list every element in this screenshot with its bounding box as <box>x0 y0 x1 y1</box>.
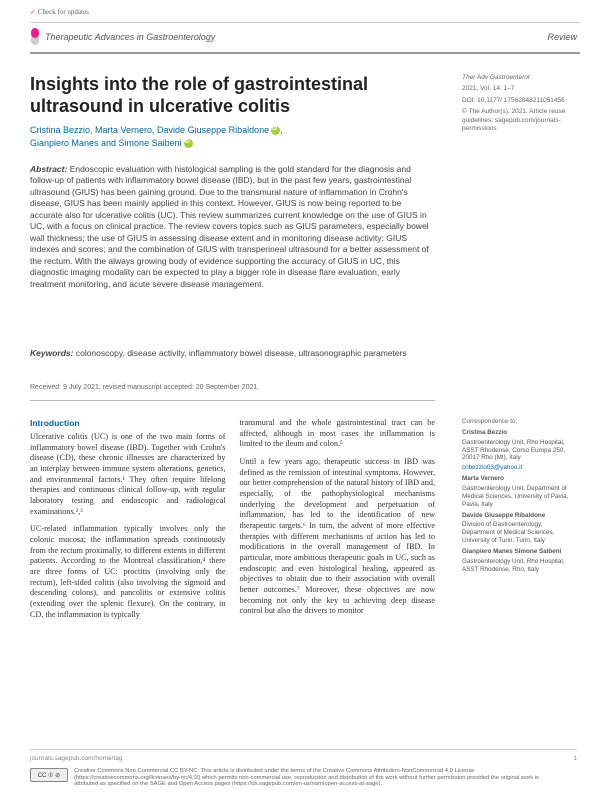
license-block: CC ① ⊘ Creative Commons Non Commercial C… <box>30 768 554 788</box>
article-title: Insights into the role of gastrointestin… <box>30 74 410 117</box>
paragraph: Until a few years ago, therapeutic succe… <box>240 457 436 617</box>
column-left: Introduction Ulcerative colitis (UC) is … <box>30 418 226 627</box>
corr-address: Division of Gastroenterology, Department… <box>462 521 577 545</box>
keywords-label: Keywords: <box>30 348 73 358</box>
received-date: Received: 9 July 2021; revised manuscrip… <box>30 384 259 391</box>
abstract-label: Abstract: <box>30 164 67 174</box>
divider-top <box>30 22 580 23</box>
meta-volume: 2021, Vol. 14: 1–7 <box>462 85 577 93</box>
license-text: Creative Commons Non Commercial CC BY-NC… <box>74 768 554 788</box>
paragraph: transmural and the whole gastrointestina… <box>240 418 436 450</box>
journal-name: Therapeutic Advances in Gastroenterology <box>45 32 215 42</box>
abstract-text: Endoscopic evaluation with histological … <box>30 164 429 289</box>
cc-badge-icon: CC ① ⊘ <box>30 768 68 782</box>
keywords-block: Keywords: colonoscopy, disease activity,… <box>30 348 430 359</box>
paragraph: Ulcerative colitis (UC) is one of the tw… <box>30 432 226 517</box>
corr-address: Gastroenterology Unit, Department of Med… <box>462 485 577 509</box>
divider-footer <box>30 749 577 750</box>
column-right: transmural and the whole gastrointestina… <box>240 418 436 627</box>
meta-copyright: © The Author(s), 2021. Article reuse gui… <box>462 108 577 133</box>
orcid-icon <box>184 139 193 148</box>
abstract-block: Abstract: Endoscopic evaluation with his… <box>30 164 430 290</box>
page-number: 1 <box>573 755 577 762</box>
corr-email: cribezzio03@yahoo.it <box>462 464 577 472</box>
correspondence-header: Correspondence to: <box>462 418 577 426</box>
author-list: Cristina Bezzio, Marta Vernero, Davide G… <box>30 124 410 149</box>
paragraph: UC-related inflammation typically involv… <box>30 524 226 620</box>
corr-address: Gastroenterology Unit, Rho Hospital, ASS… <box>462 439 577 463</box>
correspondence-sidebar: Correspondence to: Cristina Bezzio Gastr… <box>462 418 577 576</box>
check-updates-badge: Check for updates <box>30 8 89 16</box>
footer-url: journals.sagepub.com/home/tag <box>30 755 123 762</box>
corr-name: Marta Vernero <box>462 475 577 483</box>
divider-abstract <box>30 400 435 401</box>
body-columns: Introduction Ulcerative colitis (UC) is … <box>30 418 435 627</box>
journal-icon <box>30 28 40 50</box>
corr-name: Davide Giuseppe Ribaldone <box>462 512 577 520</box>
keywords-text: colonoscopy, disease activity, inflammat… <box>76 348 407 358</box>
meta-doi: DOI: 10.1177/ 17562848211051456 <box>462 97 577 105</box>
divider-header <box>30 52 580 54</box>
corr-name: Cristina Bezzio <box>462 429 577 437</box>
corr-address: Gastroenterology Unit, Rho Hospital, ASS… <box>462 558 577 574</box>
corr-name: Gianpiero Manes Simone Saibeni <box>462 548 577 556</box>
orcid-icon <box>271 126 280 135</box>
article-metadata: Ther Adv Gastroenterol 2021, Vol. 14: 1–… <box>462 74 577 137</box>
article-type: Review <box>547 32 577 42</box>
meta-journal: Ther Adv Gastroenterol <box>462 74 577 82</box>
section-heading-introduction: Introduction <box>30 418 226 429</box>
